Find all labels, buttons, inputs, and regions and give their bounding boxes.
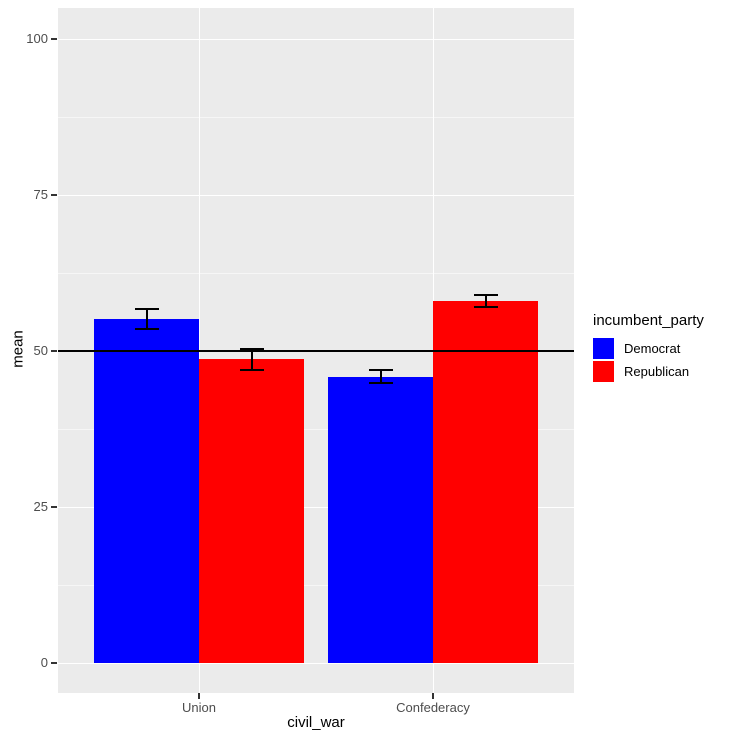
errorbar-cap-bottom-confederacy-democrat — [368, 382, 393, 385]
plot-panel — [58, 8, 574, 693]
errorbar-cap-bottom-union-democrat — [134, 327, 159, 330]
y-axis-tick — [51, 662, 57, 664]
x-tick-label-union: Union — [182, 700, 216, 715]
errorbar-line-union-republican — [250, 348, 253, 370]
reference-line — [58, 350, 574, 352]
gridline-major — [58, 39, 574, 40]
errorbar-cap-top-confederacy-democrat — [368, 368, 393, 371]
x-axis-tick — [198, 693, 200, 699]
errorbar-cap-top-union-republican — [239, 347, 264, 350]
x-tick-label-confederacy: Confederacy — [396, 700, 470, 715]
legend-swatch-democrat — [593, 338, 614, 359]
errorbar-line-confederacy-republican — [484, 294, 487, 308]
gridline-major — [58, 507, 574, 508]
legend-entry-democrat: Democrat — [593, 338, 704, 359]
gridline-minor — [58, 117, 574, 118]
y-tick-label-25: 25 — [33, 499, 48, 514]
bar-union-democrat — [94, 318, 199, 663]
y-tick-label-100: 100 — [26, 31, 48, 46]
legend: incumbent_party Democrat Republican — [593, 312, 704, 384]
y-tick-label-75: 75 — [33, 187, 48, 202]
y-axis-tick — [51, 350, 57, 352]
errorbar-cap-top-confederacy-republican — [473, 293, 498, 296]
gridline-minor — [58, 273, 574, 274]
errorbar-cap-bottom-confederacy-republican — [473, 306, 498, 309]
x-axis-tick — [432, 693, 434, 699]
gridline-minor — [58, 585, 574, 586]
y-axis-tick — [51, 506, 57, 508]
bar-union-republican — [199, 359, 304, 663]
legend-title: incumbent_party — [593, 312, 704, 329]
errorbar-line-confederacy-democrat — [379, 369, 382, 384]
gridline-minor — [58, 429, 574, 430]
gridline-major — [58, 195, 574, 196]
legend-label-democrat: Democrat — [624, 341, 681, 356]
legend-swatch-republican — [593, 361, 614, 382]
y-tick-label-0: 0 — [40, 655, 48, 670]
legend-entry-republican: Republican — [593, 361, 704, 382]
y-axis-tick — [51, 38, 57, 40]
errorbar-cap-top-union-democrat — [134, 307, 159, 310]
gridline-major — [58, 663, 574, 664]
y-axis-tick — [51, 194, 57, 196]
x-axis-title: civil_war — [287, 714, 345, 731]
legend-label-republican: Republican — [624, 364, 690, 379]
errorbar-line-union-democrat — [145, 308, 148, 329]
errorbar-cap-bottom-union-republican — [239, 368, 264, 371]
y-tick-label-50: 50 — [33, 343, 48, 358]
bar-confederacy-democrat — [328, 376, 433, 663]
bar-confederacy-republican — [433, 301, 538, 663]
